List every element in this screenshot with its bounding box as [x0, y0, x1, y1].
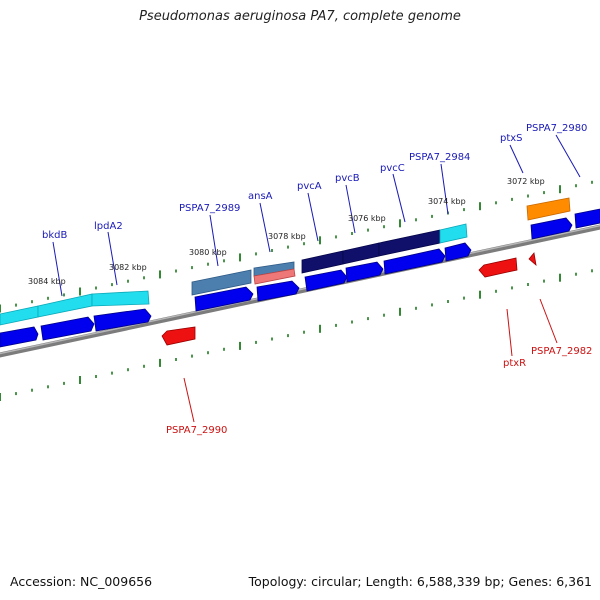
forward-strand-cds [0, 208, 600, 348]
cds-PSPA7-2984-highlight [439, 223, 468, 244]
cds-forward-arrow [256, 280, 300, 302]
gene-label[interactable]: ansA [248, 191, 273, 202]
scale-label: 3082 kbp [109, 263, 147, 272]
gene-label[interactable]: ptxR [503, 358, 526, 369]
gene-labels-top: bkdB lpdA2 PSPA7_2989 ansA pvcA pvcB pvc… [42, 123, 587, 241]
cds-ptxS-highlight [526, 197, 571, 221]
cds-PSPA7-2989-highlight [191, 269, 252, 296]
gene-label[interactable]: pvcA [297, 181, 322, 192]
scale-label: 3078 kbp [268, 232, 306, 241]
leader-line [209, 214, 219, 267]
cds-reverse-arrow-PSPA7-2982 [528, 252, 537, 267]
highlighted-features [0, 197, 571, 326]
gene-label[interactable]: bkdB [42, 230, 67, 241]
scale-labels: 3084 kbp 3082 kbp 3080 kbp 3078 kbp 3076… [28, 177, 545, 286]
cds-forward-arrow [0, 326, 39, 348]
gene-label[interactable]: ptxS [500, 133, 523, 144]
lower-scale-ticks [0, 269, 593, 401]
scale-label: 3076 kbp [348, 214, 386, 223]
leader-line [392, 173, 406, 223]
gene-label[interactable]: PSPA7_2984 [409, 152, 470, 163]
cds-reverse-arrow-ptxR [478, 257, 518, 278]
gene-label[interactable]: PSPA7_2982 [531, 346, 592, 357]
genome-backbone-highlight [0, 224, 600, 355]
cds-pvcA-highlight [301, 250, 344, 274]
leader-line [440, 163, 449, 215]
cds-forward-arrow [345, 261, 384, 283]
gene-labels-bottom: PSPA7_2990 ptxR PSPA7_2982 [166, 346, 592, 436]
cds-forward-arrow [530, 217, 573, 240]
cds-forward-arrow [93, 308, 152, 332]
cds-lpdA2-highlight [91, 290, 150, 307]
leader-line [539, 298, 558, 344]
gene-label[interactable]: PSPA7_2989 [179, 203, 240, 214]
leader-line [307, 192, 319, 242]
cds-ansA-highlight-salmon [253, 268, 296, 285]
gene-label[interactable]: lpdA2 [94, 221, 123, 232]
scale-label: 3074 kbp [428, 197, 466, 206]
cds-forward-arrow [194, 286, 254, 312]
reverse-strand-cds [161, 252, 537, 346]
leader-line [183, 377, 195, 423]
map-title: Pseudomonas aeruginosa PA7, complete gen… [139, 9, 461, 24]
cds-forward-arrow [574, 208, 600, 229]
label-leader-lines [52, 134, 581, 423]
gene-label[interactable]: pvcC [380, 163, 405, 174]
gene-label[interactable]: pvcB [335, 173, 360, 184]
cds-reverse-arrow-PSPA7-2990 [161, 326, 196, 346]
cds-forward-arrow [40, 316, 95, 341]
genome-backbone [0, 224, 600, 358]
leader-line [345, 184, 356, 234]
topology-label: Topology: circular; Length: 6,588,339 bp… [248, 574, 592, 589]
scale-label: 3084 kbp [28, 277, 66, 286]
cds-lpdA2-highlight-left [37, 293, 93, 318]
leader-line [107, 231, 118, 286]
gene-label[interactable]: PSPA7_2990 [166, 425, 227, 436]
gene-label[interactable]: PSPA7_2980 [526, 123, 587, 134]
leader-line [509, 144, 524, 174]
scale-label: 3072 kbp [507, 177, 545, 186]
leader-line [259, 202, 271, 253]
scale-label: 3080 kbp [189, 248, 227, 257]
leader-line [555, 134, 581, 178]
accession-label: Accession: NC_009656 [10, 574, 153, 589]
cds-forward-arrow [383, 248, 446, 275]
cds-bkdB-highlight [0, 305, 39, 326]
cds-forward-arrow [304, 269, 348, 292]
cds-forward-arrow [444, 242, 472, 262]
cds-pvcB-highlight [342, 242, 380, 265]
leader-line [52, 241, 63, 297]
leader-line [506, 308, 513, 357]
upper-scale-ticks [0, 180, 593, 313]
